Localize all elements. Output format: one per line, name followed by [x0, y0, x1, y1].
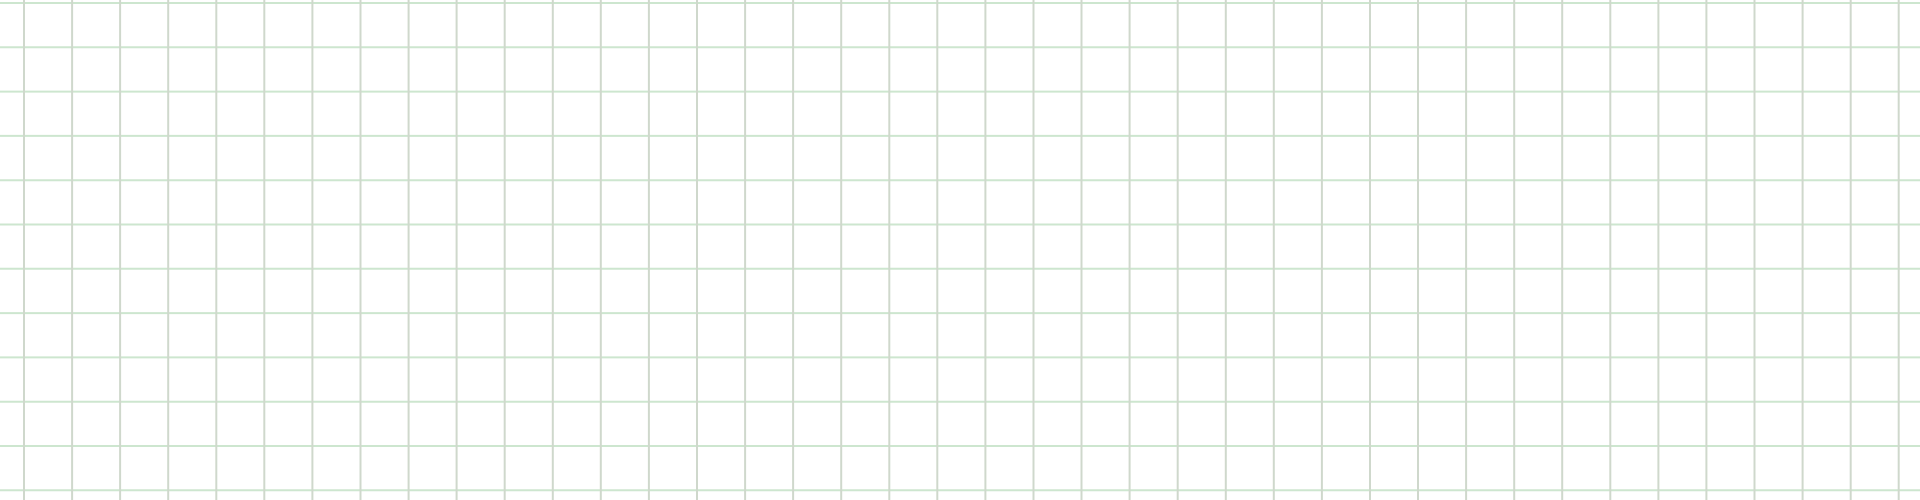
graph-paper-grid	[0, 0, 1920, 500]
grid-background	[0, 0, 1920, 500]
graph-paper-canvas	[0, 0, 1920, 500]
